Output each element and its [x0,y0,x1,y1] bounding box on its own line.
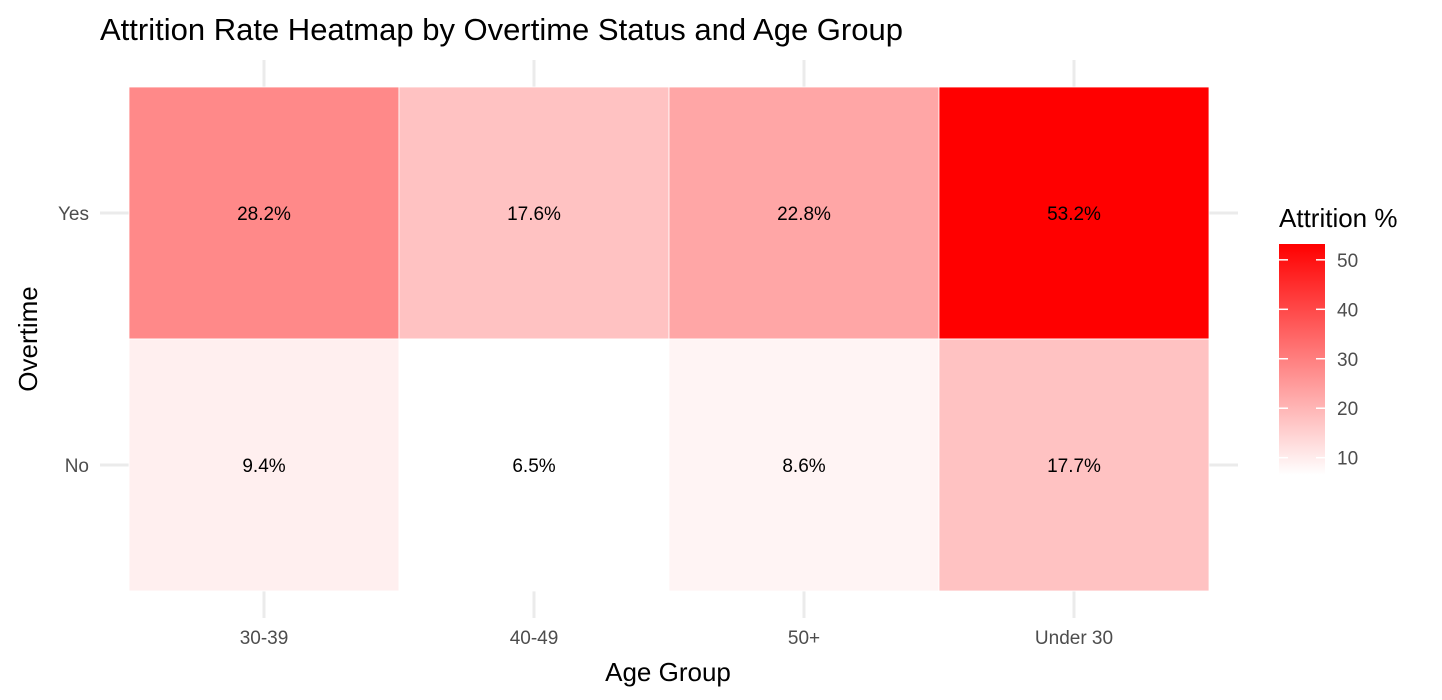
cell-value-label: 17.6% [507,204,561,225]
heatmap-cell [938,86,1210,340]
legend-title: Attrition % [1279,203,1398,233]
heatmap-cell [398,338,670,592]
cell-labels: 28.2% 17.6% 22.8% 53.2% 9.4% 6.5% 8.6% 17.7% [237,204,1101,477]
heatmap-cell [128,338,400,592]
y-axis-title: Overtime [13,286,43,391]
legend-tick-label: 40 [1337,300,1358,321]
chart-title: Attrition Rate Heatmap by Overtime Statu… [100,12,903,47]
x-axis-title: Age Group [605,657,731,687]
cell-value-label: 53.2% [1047,204,1101,225]
heatmap-cell [668,86,940,340]
cell-value-label: 9.4% [242,456,285,477]
color-legend: Attrition % 10 20 30 40 50 [1279,203,1398,475]
legend-tick-label: 10 [1337,449,1358,470]
heatmap-cell [398,86,670,340]
y-axis-ticks: No Yes [58,204,89,477]
heatmap-cell [128,86,400,340]
x-tick-label: 50+ [788,628,820,649]
cell-value-label: 6.5% [512,456,555,477]
cell-value-label: 17.7% [1047,456,1101,477]
heatmap-cells [128,86,1210,592]
x-tick-label: 30-39 [240,628,289,649]
y-tick-label: Yes [58,204,89,225]
heatmap-cell [668,338,940,592]
legend-tick-label: 50 [1337,251,1358,272]
cell-value-label: 28.2% [237,204,291,225]
x-axis-ticks: 30-39 40-49 50+ Under 30 [240,628,1113,649]
legend-tick-label: 30 [1337,350,1358,371]
cell-value-label: 22.8% [777,204,831,225]
x-tick-label: Under 30 [1035,628,1113,649]
x-tick-label: 40-49 [510,628,559,649]
heatmap-cell [938,338,1210,592]
y-tick-label: No [65,456,89,477]
legend-tick-label: 20 [1337,399,1358,420]
cell-value-label: 8.6% [782,456,825,477]
legend-ticks: 10 20 30 40 50 [1279,251,1358,470]
